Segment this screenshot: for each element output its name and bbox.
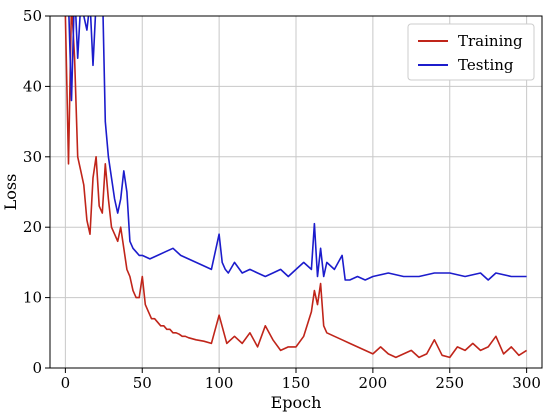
y-tick-label: 10 — [23, 289, 42, 307]
y-axis-label: Loss — [1, 174, 20, 211]
x-tick-label: 0 — [61, 374, 71, 392]
series-layer — [64, 16, 528, 359]
x-tick-label: 100 — [205, 374, 234, 392]
x-axis-label: Epoch — [271, 393, 322, 412]
y-tick-label: 50 — [23, 7, 42, 25]
legend-label-training: Training — [458, 32, 523, 50]
x-tick-label: 250 — [435, 374, 464, 392]
y-tick-label: 40 — [23, 77, 42, 95]
series-line-testing — [65, 16, 527, 281]
series-line-training — [64, 16, 528, 359]
y-tick-label: 30 — [23, 148, 42, 166]
legend: Training Testing — [407, 23, 535, 81]
y-tick-label: 0 — [32, 359, 42, 377]
tick-layer: 0 50 100 150 200 250 300 0 10 20 30 40 50 — [23, 7, 541, 392]
y-tick-label: 20 — [23, 218, 42, 236]
x-tick-label: 200 — [359, 374, 388, 392]
x-tick-label: 300 — [512, 374, 541, 392]
x-tick-label: 50 — [133, 374, 152, 392]
x-tick-label: 150 — [282, 374, 311, 392]
legend-label-testing: Testing — [458, 56, 514, 74]
